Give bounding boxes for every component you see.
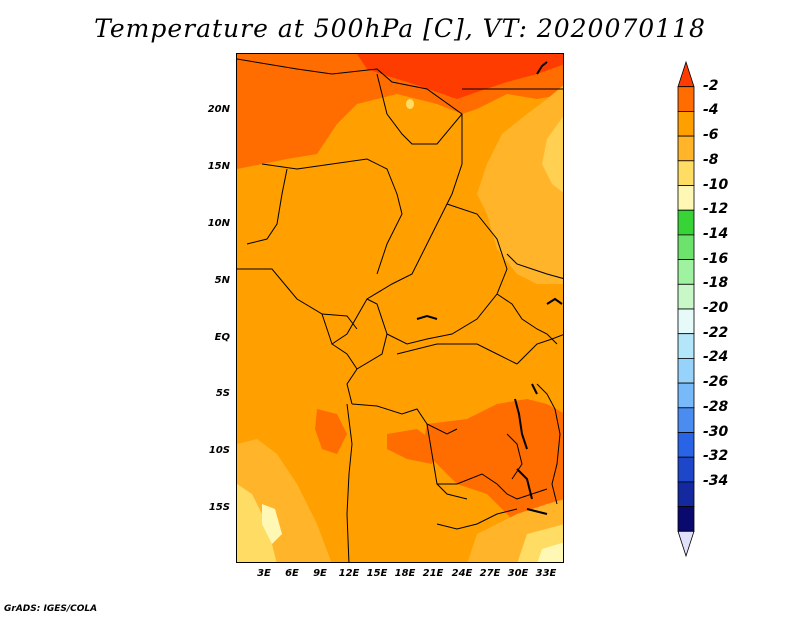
colorbar-label: -24	[703, 349, 729, 366]
credit-text: GrADS: IGES/COLA	[4, 604, 98, 614]
colorbar-label: -16	[703, 250, 729, 267]
colorbar-segment	[677, 357, 695, 384]
colorbar-boxes	[677, 60, 695, 558]
field-cooler-southwest	[237, 484, 277, 562]
colorbar-segment	[677, 111, 695, 137]
colorbar-label: -10	[703, 176, 729, 193]
lon-label-33e: 33E	[535, 568, 557, 579]
colorbar-segment	[677, 259, 695, 285]
colorbar-label: -8	[703, 151, 719, 168]
colorbar-label: -12	[703, 201, 729, 218]
country-borders	[237, 58, 563, 562]
colorbar-segment	[677, 234, 695, 260]
colorbar-segment	[677, 481, 695, 507]
lat-label-eq: EQ	[214, 332, 230, 343]
colorbar-label: -20	[703, 300, 729, 316]
colorbar-label: -6	[703, 127, 719, 144]
colorbar-label: -26	[703, 374, 729, 391]
colorbar-segment	[677, 506, 695, 532]
colorbar-segment	[677, 209, 695, 236]
field-pale-southwest	[262, 504, 282, 544]
colorbar-segment	[677, 86, 695, 112]
field-cooler-east	[542, 116, 563, 193]
lakes	[416, 61, 563, 515]
lon-label-18e: 18E	[394, 568, 416, 579]
field-west-coast	[237, 264, 307, 444]
field-warm-angola	[315, 409, 347, 454]
lat-label-5n: 5N	[214, 275, 230, 286]
colorbar-segment	[677, 530, 695, 558]
colorbar-segment	[677, 135, 695, 162]
colorbar-segment	[677, 283, 695, 310]
lon-label-12e: 12E	[338, 568, 360, 579]
lon-label-27e: 27E	[479, 568, 501, 579]
lat-label-5s: 5S	[215, 388, 230, 399]
field-spot-north	[406, 99, 414, 109]
lon-label-15e: 15E	[366, 568, 388, 579]
colorbar-segment	[677, 456, 695, 483]
field-hot-north	[357, 54, 563, 99]
colorbar-label: -18	[703, 275, 729, 292]
colorbar-segment	[677, 407, 695, 433]
colorbar-label: -22	[703, 324, 729, 341]
colorbar-segment	[677, 60, 695, 88]
colorbar-segment	[677, 333, 695, 359]
map-panel	[236, 53, 564, 563]
lat-label-20n: 20N	[207, 104, 230, 115]
colorbar-label: -2	[703, 77, 719, 94]
lat-label-15n: 15N	[207, 161, 230, 172]
field-warm-southeast	[422, 399, 563, 524]
colorbar-label: -14	[703, 225, 729, 242]
lat-label-15s: 15S	[208, 502, 230, 513]
field-pale-southeast	[537, 542, 563, 562]
colorbar-label: -4	[703, 102, 719, 119]
colorbar-segment	[677, 185, 695, 211]
lon-label-24e: 24E	[451, 568, 473, 579]
lon-label-9e: 9E	[313, 568, 327, 579]
colorbar-segment	[677, 308, 695, 335]
colorbar-segment	[677, 432, 695, 458]
lat-label-10n: 10N	[207, 218, 230, 229]
map-title: Temperature at 500hPa [C], VT: 202007011…	[94, 14, 706, 43]
colorbar-label: -30	[703, 423, 729, 440]
lon-label-30e: 30E	[507, 568, 529, 579]
colorbar-label: -28	[703, 398, 729, 415]
field-cool-east	[477, 85, 563, 284]
field-warm-central	[387, 429, 437, 464]
temperature-map	[237, 54, 563, 562]
colorbar-segment	[677, 382, 695, 409]
colorbar-label: -34	[703, 472, 729, 489]
lat-label-10s: 10S	[208, 445, 230, 456]
lon-label-3e: 3E	[257, 568, 271, 579]
colorbar	[677, 60, 695, 558]
lon-label-6e: 6E	[285, 568, 299, 579]
colorbar-segment	[677, 160, 695, 186]
colorbar-label: -32	[703, 448, 729, 465]
lon-label-21e: 21E	[422, 568, 444, 579]
